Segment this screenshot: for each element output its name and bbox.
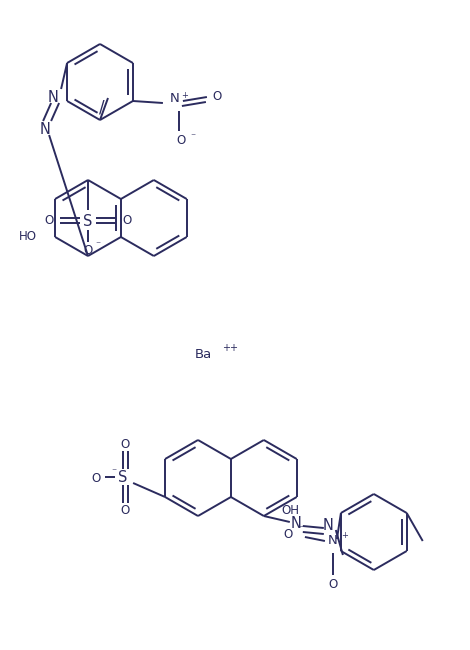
Text: OH: OH [282,504,300,517]
Text: S: S [118,469,128,484]
Text: O: O [284,528,293,541]
Text: O: O [45,213,54,226]
Text: N: N [39,122,51,136]
Text: O: O [212,90,221,103]
Text: N: N [290,517,301,532]
Text: ⁻: ⁻ [111,467,117,477]
Text: N: N [328,534,338,547]
Text: ⁻: ⁻ [190,132,196,142]
Text: O: O [120,504,130,517]
Text: O: O [328,578,337,592]
Text: HO: HO [19,231,37,244]
Text: ++: ++ [222,343,238,353]
Text: ⁻: ⁻ [95,240,101,250]
Text: +: + [181,92,188,101]
Text: N: N [322,519,333,534]
Text: O: O [92,473,101,486]
Text: O: O [83,244,93,257]
Text: N: N [47,90,59,105]
Text: O: O [120,439,130,452]
Text: ⁻: ⁻ [298,524,304,534]
Text: O: O [176,135,186,148]
Text: Ba: Ba [195,348,212,361]
Text: S: S [83,214,93,229]
Text: O: O [122,213,131,226]
Text: /: / [99,99,105,117]
Text: N: N [170,92,180,105]
Text: +: + [342,532,348,541]
